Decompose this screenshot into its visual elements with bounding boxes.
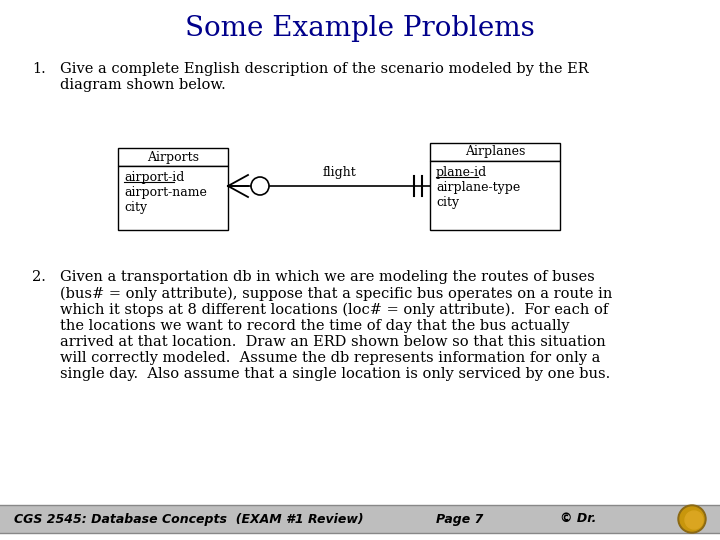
Text: flight: flight — [322, 166, 356, 179]
Bar — [430, 143, 560, 161]
Circle shape — [251, 177, 269, 195]
Text: 2.: 2. — [32, 270, 46, 284]
Text: Some Example Problems: Some Example Problems — [185, 15, 535, 42]
Bar — [118, 148, 228, 166]
Text: the locations we want to record the time of day that the bus actually: the locations we want to record the time… — [60, 319, 570, 333]
Text: airplane-type: airplane-type — [436, 181, 521, 194]
Text: (bus# = only attribute), suppose that a specific bus operates on a route in: (bus# = only attribute), suppose that a … — [60, 286, 613, 301]
Circle shape — [680, 507, 704, 531]
Text: airport-name: airport-name — [124, 186, 207, 199]
Text: CGS 2545: Database Concepts  (EXAM #1 Review): CGS 2545: Database Concepts (EXAM #1 Rev… — [14, 512, 364, 525]
Circle shape — [678, 505, 706, 533]
Text: Airports: Airports — [147, 151, 199, 164]
Text: which it stops at 8 different locations (loc# = only attribute).  For each of: which it stops at 8 different locations … — [60, 302, 608, 317]
Text: diagram shown below.: diagram shown below. — [60, 78, 226, 92]
Text: single day.  Also assume that a single location is only serviced by one bus.: single day. Also assume that a single lo… — [60, 367, 611, 381]
Text: Page 7: Page 7 — [436, 512, 484, 525]
Text: city: city — [124, 201, 147, 214]
Text: 1.: 1. — [32, 62, 46, 76]
Text: airport-id: airport-id — [124, 171, 184, 184]
Text: Give a complete English description of the scenario modeled by the ER: Give a complete English description of t… — [60, 62, 589, 76]
Bar — [118, 166, 228, 230]
Text: arrived at that location.  Draw an ERD shown below so that this situation: arrived at that location. Draw an ERD sh… — [60, 335, 606, 349]
Bar — [430, 161, 560, 230]
Text: will correctly modeled.  Assume the db represents information for only a: will correctly modeled. Assume the db re… — [60, 351, 600, 365]
Text: © Dr.: © Dr. — [560, 512, 596, 525]
Text: city: city — [436, 196, 459, 209]
Text: plane-id: plane-id — [436, 166, 487, 179]
Text: Airplanes: Airplanes — [465, 145, 525, 159]
Bar — [0, 505, 720, 533]
Circle shape — [685, 511, 703, 529]
Text: Given a transportation db in which we are modeling the routes of buses: Given a transportation db in which we ar… — [60, 270, 595, 284]
